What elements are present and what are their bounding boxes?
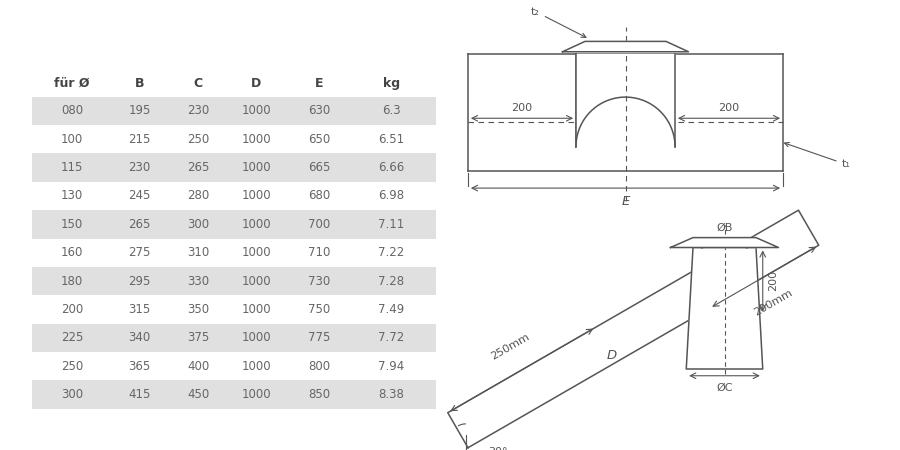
Bar (32, 267, 436, 295)
Text: 150: 150 (61, 218, 83, 231)
Text: 1000: 1000 (242, 133, 271, 146)
Text: 365: 365 (129, 360, 150, 373)
Text: 7.22: 7.22 (378, 246, 405, 259)
Text: D: D (607, 349, 617, 362)
Text: 265: 265 (187, 161, 209, 174)
Text: 6.66: 6.66 (378, 161, 405, 174)
Polygon shape (686, 248, 763, 369)
Text: 295: 295 (129, 274, 150, 288)
Text: 200: 200 (769, 270, 778, 292)
Text: 275: 275 (129, 246, 150, 259)
Text: 1000: 1000 (242, 161, 271, 174)
Text: 225: 225 (61, 331, 83, 344)
Text: 630: 630 (309, 104, 330, 117)
Text: ØB: ØB (716, 223, 733, 233)
Text: 400: 400 (187, 360, 209, 373)
Text: 6.51: 6.51 (378, 133, 405, 146)
Text: t₁: t₁ (785, 142, 850, 169)
Text: C: C (194, 77, 202, 90)
Text: 775: 775 (309, 331, 330, 344)
Text: 1000: 1000 (242, 360, 271, 373)
Text: 100: 100 (61, 133, 83, 146)
Text: 850: 850 (309, 388, 330, 401)
Text: 130: 130 (61, 189, 83, 202)
Text: t₂: t₂ (531, 7, 586, 37)
Text: 340: 340 (129, 331, 150, 344)
Text: 7.11: 7.11 (378, 218, 405, 231)
Polygon shape (576, 97, 675, 147)
Polygon shape (576, 54, 675, 147)
Text: 310: 310 (187, 246, 209, 259)
Text: 250mm: 250mm (490, 332, 532, 362)
Text: 300: 300 (187, 218, 209, 231)
Text: 1000: 1000 (242, 388, 271, 401)
Text: 7.94: 7.94 (378, 360, 405, 373)
Text: 080: 080 (61, 104, 83, 117)
Text: D: D (251, 77, 262, 90)
Text: 160: 160 (61, 246, 83, 259)
Text: 1000: 1000 (242, 246, 271, 259)
Text: für Ø: für Ø (54, 77, 90, 90)
Text: 375: 375 (187, 331, 209, 344)
Text: 200mm: 200mm (752, 288, 794, 318)
Text: ØC: ØC (716, 382, 733, 392)
Text: 1000: 1000 (242, 104, 271, 117)
Polygon shape (670, 238, 778, 248)
Bar (32, 324, 436, 352)
Bar (32, 380, 436, 409)
Text: 200: 200 (61, 303, 83, 316)
Text: 300: 300 (61, 388, 83, 401)
Text: 650: 650 (309, 133, 330, 146)
Text: 680: 680 (309, 189, 330, 202)
Bar (32, 210, 436, 238)
Text: 350: 350 (187, 303, 209, 316)
Text: 200: 200 (718, 103, 740, 113)
Text: 265: 265 (129, 218, 150, 231)
Text: 8.38: 8.38 (379, 388, 404, 401)
Text: 195: 195 (129, 104, 150, 117)
Text: 330: 330 (187, 274, 209, 288)
Text: B: B (135, 77, 144, 90)
Text: 315: 315 (129, 303, 150, 316)
Text: 115: 115 (61, 161, 83, 174)
Text: 280: 280 (187, 189, 209, 202)
Text: 730: 730 (309, 274, 330, 288)
Text: 750: 750 (309, 303, 330, 316)
Text: 1000: 1000 (242, 303, 271, 316)
Bar (32, 153, 436, 182)
Text: 6.3: 6.3 (382, 104, 400, 117)
Text: 250: 250 (187, 133, 209, 146)
Text: E: E (315, 77, 324, 90)
Text: 1000: 1000 (242, 189, 271, 202)
Text: 6.98: 6.98 (378, 189, 405, 202)
Text: 7.49: 7.49 (378, 303, 405, 316)
Text: 710: 710 (309, 246, 330, 259)
Text: 215: 215 (129, 133, 150, 146)
Text: 1000: 1000 (242, 218, 271, 231)
Text: E: E (621, 195, 630, 208)
Text: 1000: 1000 (242, 274, 271, 288)
Text: 665: 665 (309, 161, 330, 174)
Text: 230: 230 (129, 161, 150, 174)
Text: kg: kg (382, 77, 400, 90)
Text: 450: 450 (187, 388, 209, 401)
Text: 200: 200 (511, 103, 533, 113)
Text: 700: 700 (309, 218, 330, 231)
Text: 180: 180 (61, 274, 83, 288)
Text: 7.72: 7.72 (378, 331, 405, 344)
Text: 245: 245 (129, 189, 150, 202)
Bar (32, 97, 436, 125)
Polygon shape (562, 41, 688, 52)
Text: 415: 415 (129, 388, 150, 401)
Text: 230: 230 (187, 104, 209, 117)
Text: 800: 800 (309, 360, 330, 373)
Text: 7.28: 7.28 (378, 274, 405, 288)
Text: 250: 250 (61, 360, 83, 373)
Text: 1000: 1000 (242, 331, 271, 344)
Text: 30°: 30° (489, 447, 508, 450)
